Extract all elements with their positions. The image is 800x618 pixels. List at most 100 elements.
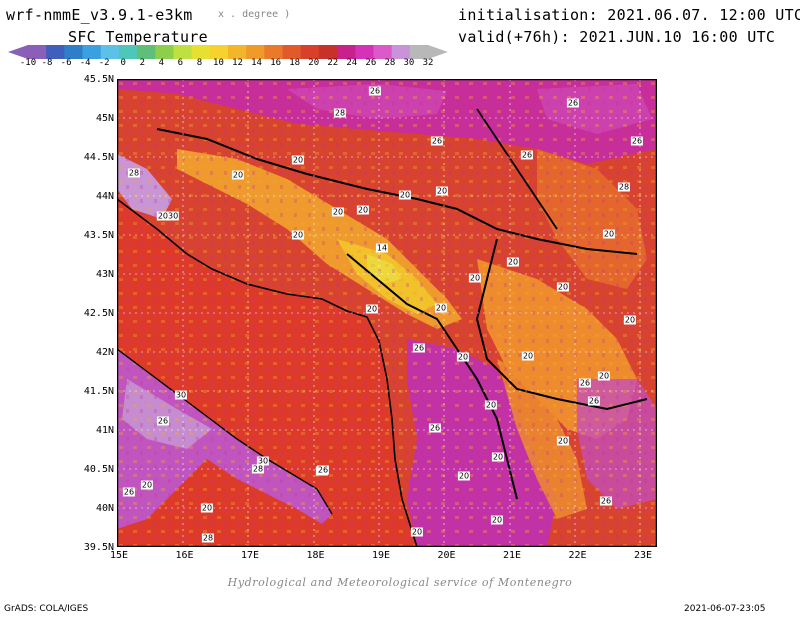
latitude-label: 42.5N xyxy=(83,308,114,319)
colorbar-tick: 2 xyxy=(139,58,145,68)
colorbar-tick: -4 xyxy=(79,58,91,68)
contour-label: 26 xyxy=(430,136,444,146)
longitude-label: 18E xyxy=(306,550,325,561)
latitude-label: 41.5N xyxy=(83,386,114,397)
contour-label: 28 xyxy=(251,464,265,474)
colorbar-swatch xyxy=(246,45,265,59)
latitude-label: 45.5N xyxy=(83,74,114,85)
grads-label: GrADS: COLA/IGES xyxy=(4,604,89,614)
colorbar-swatch xyxy=(137,45,156,59)
latitude-label: 43N xyxy=(95,269,114,280)
colorbar-tick: 12 xyxy=(232,58,243,68)
contour-label: 26 xyxy=(316,465,330,475)
contour-label: 20 xyxy=(623,315,637,325)
contour-label: 20 xyxy=(200,503,214,513)
coastline xyxy=(117,198,418,547)
contour-label: 28 xyxy=(201,533,215,543)
latitude-label: 44.5N xyxy=(83,152,114,163)
render-timestamp: 2021-06-07-23:05 xyxy=(684,604,766,614)
contour-label: 20 xyxy=(291,230,305,240)
longitude-label: 16E xyxy=(175,550,194,561)
contour-label: 28 xyxy=(617,182,631,192)
longitude-label: 23E xyxy=(633,550,653,561)
colorbar-swatch xyxy=(373,45,393,59)
colorbar-swatch xyxy=(100,45,120,59)
colorbar-tick: 0 xyxy=(120,58,126,68)
colorbar-tick: 18 xyxy=(289,58,301,68)
colorbar-swatch xyxy=(300,45,320,59)
contour-label: 26 xyxy=(520,150,534,160)
contour-label: 20 xyxy=(602,229,616,239)
colorbar-tick-labels: -10 -8 -6 -4 -2 0 2 4 6 8 10 12 14 16 18 20 22 24 26 28 30 32 xyxy=(14,58,454,72)
colorbar-tick: 8 xyxy=(196,58,203,68)
longitude-label: 20E xyxy=(437,550,456,561)
contour-label: 20 xyxy=(331,207,345,217)
colorbar-tick: 16 xyxy=(270,58,282,68)
colorbar-tick: 20 xyxy=(308,58,320,68)
credit-line: Hydrological and Meteorological service … xyxy=(227,576,573,589)
colorbar-tick: -2 xyxy=(98,58,110,68)
contour-label: 20 xyxy=(468,273,482,283)
contour-label: 20 xyxy=(434,303,448,313)
contour-label: 2030 xyxy=(156,211,180,221)
colorbar-tick: 30 xyxy=(403,58,415,68)
contour-label: 20 xyxy=(435,186,449,196)
variable-title: SFC Temperature xyxy=(68,28,208,46)
colorbar-swatch xyxy=(191,45,211,59)
colorbar-swatch xyxy=(209,45,229,59)
latitude-label: 43.5N xyxy=(83,230,114,241)
colorbar-swatch xyxy=(228,45,247,59)
colorbar-swatch xyxy=(318,45,338,59)
temperature-map xyxy=(117,79,657,547)
contour-label: 26 xyxy=(630,136,644,146)
contour-label: 26 xyxy=(566,98,580,108)
contour-label: 20 xyxy=(457,471,471,481)
colorbar-high-cap xyxy=(428,45,448,59)
longitude-label: 22E xyxy=(568,550,587,561)
graticule xyxy=(117,79,657,547)
colorbar-tick: 4 xyxy=(158,58,165,68)
colorbar-tick: 28 xyxy=(384,58,396,68)
contour-label: 20 xyxy=(365,304,379,314)
valid-time: valid(+76h): 2021.JUN.10 16:00 UTC xyxy=(458,28,776,46)
colorbar xyxy=(8,45,448,59)
latitude-label: 45N xyxy=(95,113,114,124)
colorbar-swatch xyxy=(64,45,84,59)
contour-label: 20 xyxy=(556,282,570,292)
contour-label: 14 xyxy=(375,243,389,253)
colorbar-tick: -10 xyxy=(19,58,37,68)
colorbar-swatch xyxy=(264,45,284,59)
contour-label: 20 xyxy=(456,352,470,362)
contour-label: 20 xyxy=(410,527,424,537)
longitude-label: 17E xyxy=(240,550,260,561)
country-border xyxy=(156,128,638,255)
contour-label: 26 xyxy=(599,496,613,506)
contour-label: 20 xyxy=(506,257,520,267)
contour-label: 30 xyxy=(256,456,270,466)
colorbar-tick: 24 xyxy=(346,58,358,68)
contour-label: 26 xyxy=(428,423,442,433)
contour-label: 20 xyxy=(556,436,570,446)
contour-label: 20 xyxy=(231,170,245,180)
colorbar-swatch xyxy=(282,45,302,59)
latitude-label: 44N xyxy=(95,191,114,202)
colorbar-swatch xyxy=(173,45,193,59)
contour-label: 26 xyxy=(368,86,382,96)
colorbar-low-cap xyxy=(8,45,28,59)
model-title: wrf-nmmE_v3.9.1-e3km xyxy=(6,6,193,24)
colorbar-tick: 26 xyxy=(365,58,377,68)
contour-label: 20 xyxy=(597,371,611,381)
colorbar-tick: -8 xyxy=(41,58,53,68)
contour-label: 28 xyxy=(127,168,141,178)
colorbar-swatch xyxy=(46,45,65,59)
colorbar-tick: -6 xyxy=(60,58,72,68)
contour-label: 26 xyxy=(412,343,426,353)
colorbar-tick: 10 xyxy=(213,58,224,68)
contour-label: 26 xyxy=(587,396,601,406)
colorbar-tick: 32 xyxy=(422,58,434,68)
contour-label: 20 xyxy=(356,205,370,215)
initialisation-time: initialisation: 2021.06.07. 12:00 UTC xyxy=(458,6,800,24)
latitude-label: 40.5N xyxy=(83,464,114,475)
longitude-label: 19E xyxy=(371,550,391,561)
latitude-label: 42N xyxy=(95,347,114,358)
